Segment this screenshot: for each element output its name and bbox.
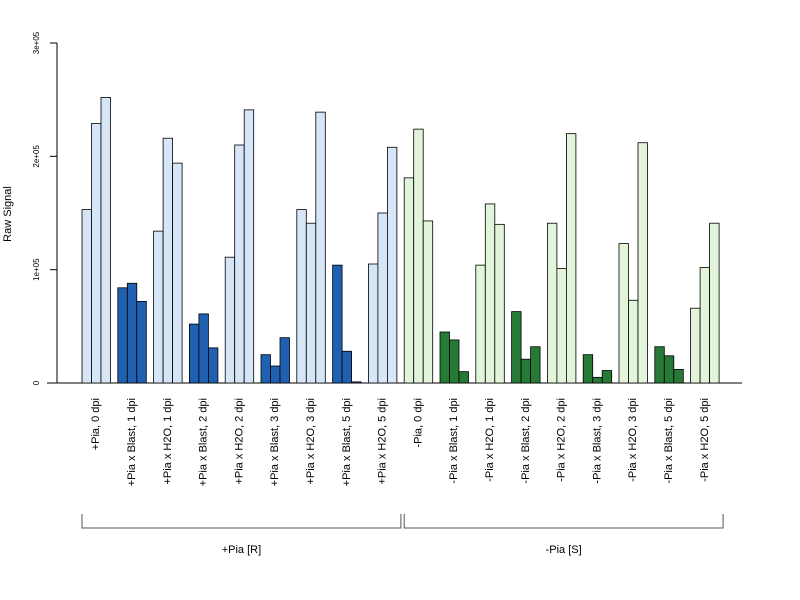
bar [136, 300, 147, 384]
bar [386, 146, 398, 384]
y-axis-label: Raw Signal [2, 186, 14, 242]
bar [243, 109, 255, 384]
bar [332, 264, 343, 384]
category-label: -Pia x Blast, 3 dpi [591, 398, 603, 484]
bar [296, 209, 307, 384]
category-label: -Pia x H2O, 3 dpi [627, 398, 639, 482]
bar [637, 142, 648, 384]
category-label: +Pia x H2O, 5 dpi [377, 398, 389, 485]
category-label: -Pia x H2O, 5 dpi [699, 398, 711, 482]
bar [367, 263, 379, 384]
category-labels: +Pia, 0 dpi +Pia x Blast, 1 dpi +Pia x H2O… [90, 398, 711, 486]
bar [207, 347, 219, 384]
bar [260, 354, 271, 384]
y-tick-label: 1e+05 [32, 258, 41, 281]
bar [117, 287, 128, 384]
bar [198, 313, 209, 384]
bar [224, 256, 236, 384]
category-label: -Pia, 0 dpi [412, 398, 424, 448]
bar [484, 203, 496, 384]
y-tick-label: 3e+05 [32, 31, 41, 54]
bar [91, 123, 102, 384]
bar [81, 209, 92, 384]
category-label: +Pia x Blast, 1 dpi [126, 398, 138, 486]
y-tick-label: 2e+05 [32, 145, 41, 168]
bar [511, 311, 522, 384]
category-label: -Pia x Blast, 2 dpi [520, 398, 532, 484]
bar [305, 222, 317, 384]
category-label: +Pia x Blast, 5 dpi [341, 398, 353, 486]
bar [709, 222, 720, 384]
bar [270, 365, 281, 384]
bar [592, 376, 603, 384]
category-label: +Pia x H2O, 2 dpi [233, 398, 245, 485]
bar [699, 266, 710, 384]
category-label: -Pia x H2O, 1 dpi [484, 398, 496, 482]
group-label: +Pia [R] [222, 544, 261, 556]
bar [377, 212, 388, 384]
category-label: +Pia x H2O, 3 dpi [305, 398, 317, 485]
bar [475, 264, 486, 384]
category-label: +Pia x Blast, 2 dpi [198, 398, 210, 486]
bar [153, 230, 164, 384]
bar [279, 337, 290, 384]
bar [188, 323, 200, 384]
category-label: -Pia x H2O, 2 dpi [556, 398, 568, 482]
bar [126, 282, 138, 384]
bar [530, 346, 541, 384]
bar [690, 307, 701, 384]
category-label: -Pia x Blast, 5 dpi [663, 398, 675, 484]
bar [663, 355, 675, 384]
bar [601, 370, 613, 384]
bar [162, 137, 174, 384]
bar [422, 220, 434, 384]
bar [234, 144, 245, 384]
bar [673, 368, 684, 384]
bar [449, 339, 460, 384]
bar [520, 358, 531, 384]
category-label: +Pia x H2O, 1 dpi [162, 398, 174, 485]
bar [458, 371, 469, 384]
bar [315, 111, 326, 384]
bar [100, 97, 111, 384]
bar [582, 354, 594, 384]
bar [654, 346, 665, 384]
bar [494, 223, 505, 384]
bar [351, 381, 362, 384]
bar [556, 268, 567, 384]
bar [566, 133, 577, 384]
bars [81, 97, 720, 384]
bar [628, 299, 639, 384]
group-label: -Pia [S] [546, 544, 582, 556]
bar [172, 162, 183, 384]
group-bracket [81, 514, 402, 529]
bar [439, 331, 450, 384]
group-bracket [403, 514, 724, 529]
group-brackets: +Pia [R] -Pia [S] [81, 514, 724, 556]
bar [403, 177, 415, 384]
category-label: +Pia, 0 dpi [90, 398, 102, 450]
bar [413, 128, 424, 384]
y-tick-label: 0 [32, 380, 41, 385]
bar [547, 222, 558, 384]
category-label: -Pia x Blast, 1 dpi [448, 398, 460, 484]
category-label: +Pia x Blast, 3 dpi [269, 398, 281, 486]
bar [341, 350, 353, 384]
bar [618, 243, 629, 384]
